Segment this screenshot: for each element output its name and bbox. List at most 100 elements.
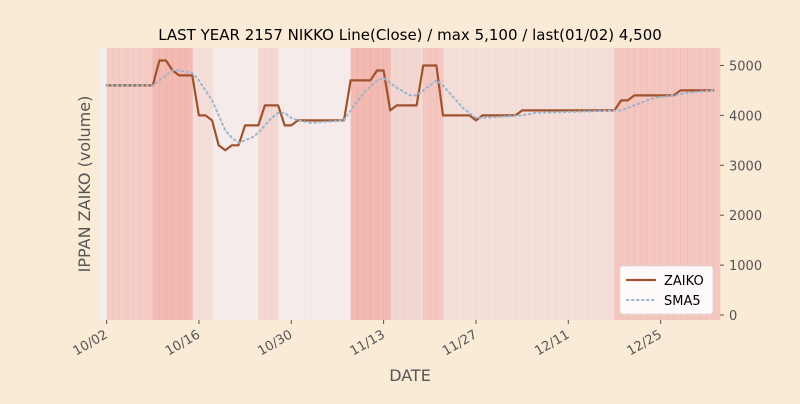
background-band [126,48,134,320]
x-tick-label: 12/25 [625,327,665,359]
background-band [660,48,668,320]
series-lines [105,59,715,152]
background-band [680,48,688,320]
background-band [700,48,708,320]
background-band [475,48,483,320]
background-band [568,48,576,320]
zaiko-line [105,59,715,152]
background-band [132,48,140,320]
background-band [508,48,516,320]
background-band [119,48,127,320]
x-tick-label: 10/16 [163,327,203,359]
background-band [614,48,622,320]
background-band [449,48,457,320]
background-band [100,48,107,320]
sma5-line [105,69,715,144]
x-tick-label: 12/11 [532,327,572,359]
y-tick-label: 0 [729,309,737,324]
background-band [198,48,206,320]
background-band [344,48,351,320]
background-band [165,48,173,320]
background-band [172,48,180,320]
background-band [403,48,411,320]
chart-title: LAST YEAR 2157 NIKKO Line(Close) / max 5… [158,26,662,44]
background-band [251,48,259,320]
background-band [218,48,226,320]
background-band [192,48,200,320]
background-band [640,48,648,320]
background-band [429,48,437,320]
background-band [541,48,549,320]
background-band [330,48,338,320]
background-band [377,48,384,320]
background-band [350,48,358,320]
background-band [113,48,121,320]
background-band [601,48,609,320]
background-band [304,48,312,320]
background-band [607,48,615,320]
background-band [436,48,444,320]
background-band [370,48,378,320]
legend-box [619,265,714,315]
x-tick-label: 11/27 [440,327,480,359]
y-tick-label: 1000 [729,259,762,274]
background-band [495,48,503,320]
background-band [442,48,450,320]
x-tick-label: 10/02 [71,327,111,359]
background-band [647,48,655,320]
background-band [212,48,220,320]
y-tick-label: 2000 [729,209,762,224]
background-band [634,48,642,320]
background-band [258,48,266,320]
background-band [627,48,635,320]
background-band [317,48,325,320]
background-band [231,48,239,320]
background-band [706,48,714,320]
background-band [410,48,417,320]
y-axis-label: IPPAN ZAIKO (volume) [75,96,94,273]
background-band [291,48,299,320]
background-band [555,48,563,320]
x-tick-label: 11/13 [348,327,388,359]
background-band [588,48,595,320]
background-band [693,48,701,320]
background-band [185,48,193,320]
background-band [297,48,305,320]
background-band [667,48,675,320]
background-band [324,48,332,320]
background-band [574,48,582,320]
background-band [396,48,404,320]
background-band [456,48,464,320]
background-band [205,48,213,320]
background-band [363,48,371,320]
background-band [687,48,694,320]
x-tick-label: 10/30 [255,327,295,359]
background-band [423,48,431,320]
background-band [673,48,681,320]
background-band [146,48,154,320]
background-band [621,48,628,320]
x-axis-label: DATE [389,366,431,385]
background-band [654,48,661,320]
legend: ZAIKO SMA5 [619,265,714,315]
plot-area [100,48,720,320]
background-band [383,48,391,320]
background-band [528,48,536,320]
background-band [225,48,233,320]
background-band [594,48,602,320]
y-tick-label: 3000 [729,159,762,174]
background-band [390,48,398,320]
background-band [469,48,477,320]
background-band [106,48,114,320]
background-band [462,48,470,320]
background-band [337,48,345,320]
background-band [139,48,147,320]
background-bands [100,48,721,320]
background-band [152,48,160,320]
background-band [713,48,721,320]
background-band [482,48,490,320]
background-band [245,48,253,320]
background-band [357,48,365,320]
background-band [581,48,589,320]
